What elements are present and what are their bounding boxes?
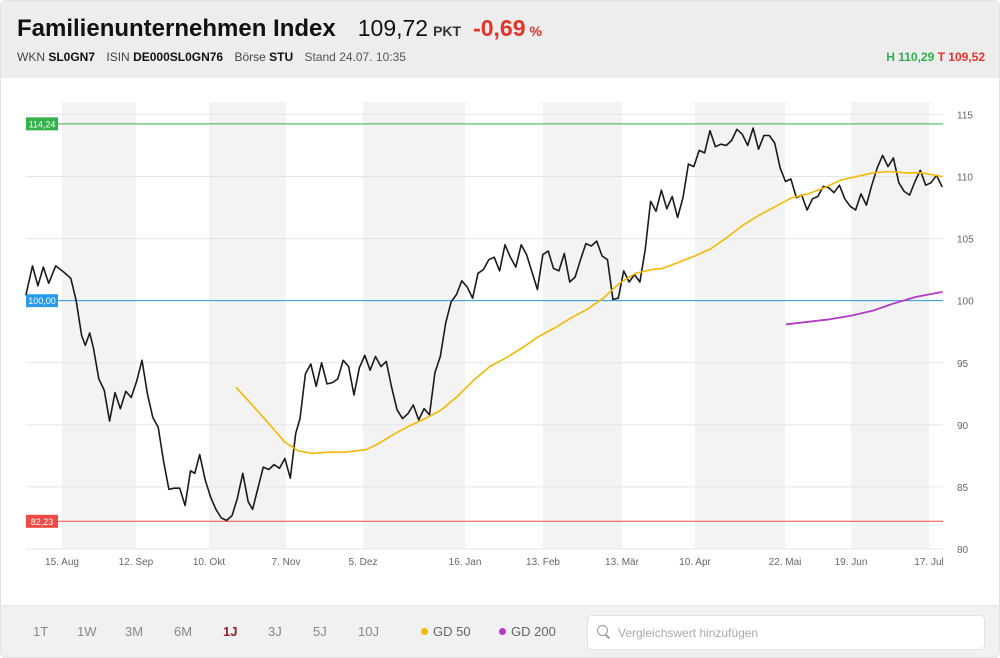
boerse-value: STU — [269, 50, 294, 64]
toggle-gd200[interactable]: GD 200 — [499, 624, 556, 639]
wkn-label: WKN — [17, 50, 45, 64]
quote-header: Familienunternehmen Index 109,72 PKT -0,… — [1, 1, 999, 78]
x-tick-label-7: 13. Mär — [605, 557, 640, 568]
x-tick-label-11: 17. Jul — [914, 557, 943, 568]
compare-search[interactable] — [587, 615, 985, 650]
isin-label: ISIN — [106, 50, 130, 64]
gd50-line — [235, 170, 943, 455]
gd200-dot-icon — [499, 628, 506, 635]
y-tick-label-2: 90 — [957, 421, 969, 432]
search-icon — [597, 625, 608, 636]
isin-value: DE000SL0GN76 — [133, 50, 224, 64]
chart-band-3 — [543, 102, 622, 549]
y-tick-label-4: 100 — [957, 297, 974, 308]
range-1w[interactable]: 1W — [77, 624, 97, 639]
x-tick-label-8: 10. Apr — [679, 557, 711, 568]
x-tick-label-9: 22. Mai — [769, 557, 802, 568]
x-tick-label-4: 5. Dez — [349, 557, 378, 568]
price-change-unit: % — [529, 23, 542, 39]
y-tick-label-0: 80 — [957, 545, 969, 556]
chart-band-0 — [62, 102, 136, 549]
chart-band-5 — [851, 102, 929, 549]
timestamp: Stand 24.07. 10:35 — [304, 50, 406, 64]
day-high: H 110,29 — [886, 50, 935, 64]
chart-toolbar: 1T 1W 3M 6M 1J 3J 5J 10J GD 50 GD 200 — [1, 605, 999, 657]
x-tick-label-5: 16. Jan — [449, 557, 482, 568]
range-10j[interactable]: 10J — [358, 624, 379, 639]
gd200-label: GD 200 — [511, 624, 556, 639]
price-change: -0,69 — [473, 15, 526, 41]
compare-search-input[interactable] — [616, 622, 970, 644]
meta-row: WKN SL0GN7 ISIN DE000SL0GN76 Börse STU S… — [17, 50, 406, 64]
index-title: Familienunternehmen Index — [17, 15, 336, 42]
price-line — [25, 127, 943, 522]
x-tick-label-6: 13. Feb — [526, 557, 560, 568]
reference-label-2: 82,23 — [31, 517, 54, 527]
x-tick-label-10: 19. Jun — [835, 557, 868, 568]
gd50-label: GD 50 — [433, 624, 471, 639]
reference-badge-2 — [26, 514, 58, 528]
y-tick-label-7: 115 — [957, 110, 973, 121]
range-1j[interactable]: 1J — [223, 624, 238, 639]
range-5j[interactable]: 5J — [313, 624, 327, 639]
title-row: Familienunternehmen Index 109,72 PKT -0,… — [17, 15, 542, 43]
y-tick-label-5: 105 — [957, 235, 974, 246]
reference-label-1: 100,00 — [28, 296, 56, 306]
chart-band-4 — [695, 102, 785, 549]
range-3j[interactable]: 3J — [268, 624, 282, 639]
day-low: T 109,52 — [937, 50, 985, 64]
toggle-gd50[interactable]: GD 50 — [421, 624, 471, 639]
reference-badge-1 — [26, 294, 58, 308]
gd200-line — [785, 291, 943, 326]
reference-badge-0 — [26, 117, 58, 131]
x-tick-label-0: 15. Aug — [45, 557, 79, 568]
x-tick-label-3: 7. Nov — [272, 557, 301, 568]
boerse-label: Börse — [234, 50, 266, 64]
reference-label-0: 114,24 — [29, 119, 56, 129]
x-tick-label-2: 10. Okt — [193, 557, 225, 568]
range-1t[interactable]: 1T — [33, 624, 49, 639]
high-low: H 110,29 T 109,52 — [886, 50, 985, 64]
chart-band-2 — [363, 102, 465, 549]
x-tick-label-1: 12. Sep — [119, 557, 154, 568]
index-price: 109,72 — [357, 15, 429, 41]
price-unit: PKT — [433, 23, 462, 39]
wkn-value: SL0GN7 — [48, 50, 96, 64]
chart-band-1 — [209, 102, 286, 549]
y-tick-label-1: 85 — [957, 483, 969, 494]
y-tick-label-6: 110 — [957, 173, 973, 184]
range-3m[interactable]: 3M — [125, 624, 144, 639]
gd50-dot-icon — [421, 628, 428, 635]
price-chart[interactable]: 80 85 90 95 100 105 110 115 15. Aug 12. Sep 10. Ok… — [1, 78, 999, 605]
y-tick-label-3: 95 — [957, 359, 969, 370]
range-6m[interactable]: 6M — [174, 624, 193, 639]
